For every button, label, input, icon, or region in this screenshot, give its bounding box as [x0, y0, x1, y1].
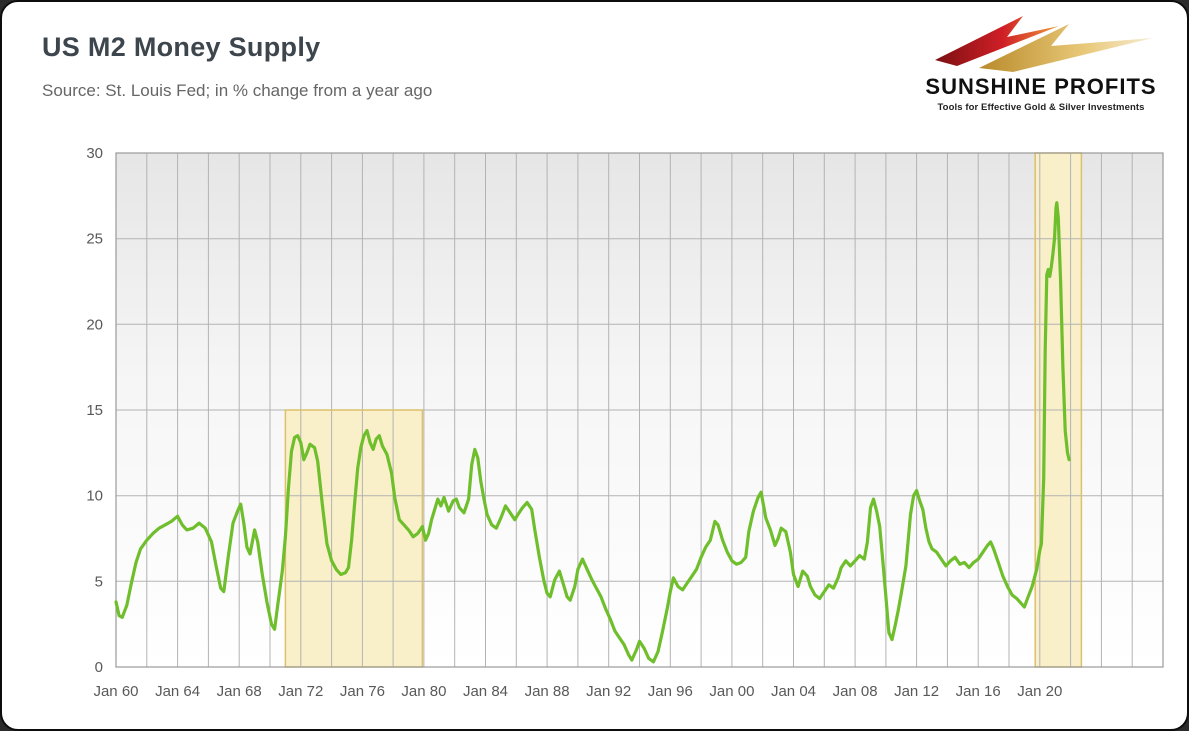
svg-text:20: 20 — [86, 316, 103, 333]
chart-source: Source: St. Louis Fed; in % change from … — [42, 81, 433, 100]
x-axis-labels: Jan 60 Jan 64 Jan 68 Jan 72 Jan 76 Jan 80 Jan … — [93, 683, 1062, 700]
svg-text:Jan 60: Jan 60 — [93, 683, 138, 700]
svg-text:Jan 92: Jan 92 — [586, 683, 631, 700]
svg-text:Jan 84: Jan 84 — [463, 683, 508, 700]
chart-header: US M2 Money Supply Source: St. Louis Fed… — [42, 32, 432, 101]
svg-text:Jan 08: Jan 08 — [833, 683, 878, 700]
svg-text:Jan 64: Jan 64 — [155, 683, 200, 700]
svg-text:Jan 76: Jan 76 — [340, 683, 385, 700]
svg-text:15: 15 — [86, 402, 103, 419]
svg-text:Jan 72: Jan 72 — [278, 683, 323, 700]
logo-bolts-icon — [935, 16, 1153, 72]
y-axis-labels: 0 5 10 15 20 25 30 — [86, 147, 103, 676]
svg-text:Jan 88: Jan 88 — [525, 683, 570, 700]
logo-tagline: Tools for Effective Gold & Silver Invest… — [937, 102, 1145, 113]
svg-text:10: 10 — [86, 488, 103, 505]
svg-text:0: 0 — [95, 659, 103, 676]
svg-text:Jan 12: Jan 12 — [894, 683, 939, 700]
svg-text:Jan 68: Jan 68 — [217, 683, 262, 700]
m2-line — [114, 201, 1071, 664]
logo-name: SUNSHINE PROFITS — [925, 74, 1157, 99]
plot-border — [115, 152, 1164, 668]
page-title: US M2 Money Supply — [42, 32, 321, 62]
svg-text:30: 30 — [86, 147, 103, 162]
svg-text:5: 5 — [95, 573, 103, 590]
sunshine-profits-logo: SUNSHINE PROFITS Tools for Effective Gol… — [915, 14, 1167, 113]
svg-text:Jan 16: Jan 16 — [956, 683, 1001, 700]
svg-text:Jan 96: Jan 96 — [648, 683, 693, 700]
svg-text:25: 25 — [86, 231, 103, 248]
svg-text:Jan 04: Jan 04 — [771, 683, 816, 700]
svg-text:Jan 80: Jan 80 — [401, 683, 446, 700]
svg-text:Jan 00: Jan 00 — [709, 683, 754, 700]
svg-text:Jan 20: Jan 20 — [1017, 683, 1062, 700]
